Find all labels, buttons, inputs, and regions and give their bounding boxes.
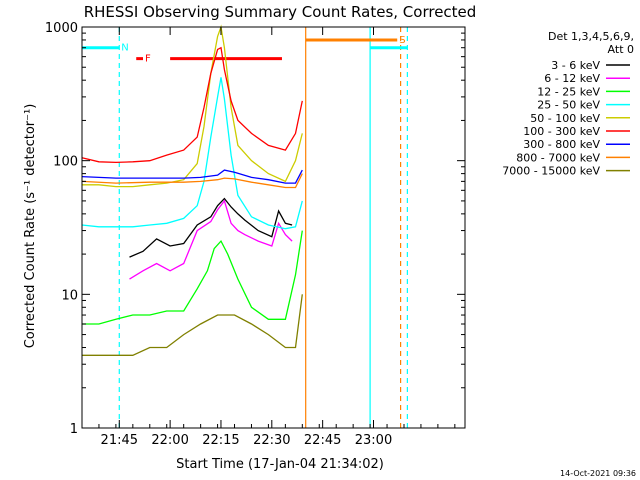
series-line-6 (81, 169, 303, 184)
legend-label-1: 6 - 12 keV (544, 72, 600, 85)
series-line-3 (81, 77, 303, 230)
legend-label-8: 7000 - 15000 keV (502, 165, 600, 178)
series-line-0 (129, 197, 293, 258)
y-tick-label-0: 1 (70, 422, 78, 437)
chart-title: RHESSI Observing Summary Count Rates, Co… (84, 3, 477, 21)
x-axis-label: Start Time (17-Jan-04 21:34:02) (176, 457, 384, 472)
legend-label-2: 12 - 25 keV (537, 85, 600, 98)
y-tick-label-3: 1000 (45, 21, 78, 36)
series-line-8 (82, 294, 303, 356)
series-line-4 (82, 24, 303, 188)
x-tick-label-5: 23:00 (355, 433, 392, 448)
y-tick-label-1: 10 (61, 288, 78, 303)
y-tick-label-2: 100 (53, 155, 78, 170)
series-line-1 (129, 199, 293, 280)
legend-label-0: 3 - 6 keV (551, 59, 600, 72)
x-tick-label-2: 22:15 (202, 433, 239, 448)
legend-label-4: 50 - 100 keV (530, 112, 600, 125)
series-line-2 (82, 230, 303, 325)
y-axis-label: Corrected Count Rate (s⁻¹ detector⁻¹) (23, 104, 38, 349)
x-tick-label-4: 22:45 (304, 433, 341, 448)
legend-label-5: 100 - 300 keV (523, 125, 600, 138)
marker-label-1: F (145, 54, 151, 65)
x-tick-label-3: 22:30 (253, 433, 290, 448)
axes: 21:45 22:00 22:15 22:30 22:45 23:00 1 10 100 1000 (45, 21, 466, 448)
legend-title-line-1: Att 0 (608, 43, 634, 56)
x-tick-label-0: 21:45 (101, 433, 138, 448)
plot-frame (81, 26, 466, 429)
legend-label-6: 300 - 800 keV (523, 138, 600, 151)
footer-timestamp: 14-Oct-2021 09:36 (560, 469, 636, 478)
marker-label-3: S (399, 35, 405, 46)
legend-label-7: 800 - 7000 keV (516, 151, 600, 164)
legend-label-3: 25 - 50 keV (537, 99, 600, 112)
marker-label-0: N (121, 43, 128, 54)
series-line-7 (81, 173, 303, 189)
x-tick-label-1: 22:00 (151, 433, 188, 448)
legend-title-line-0: Det 1,3,4,5,6,9, (548, 30, 634, 43)
series-lines (81, 24, 303, 356)
series-line-5 (81, 46, 303, 164)
